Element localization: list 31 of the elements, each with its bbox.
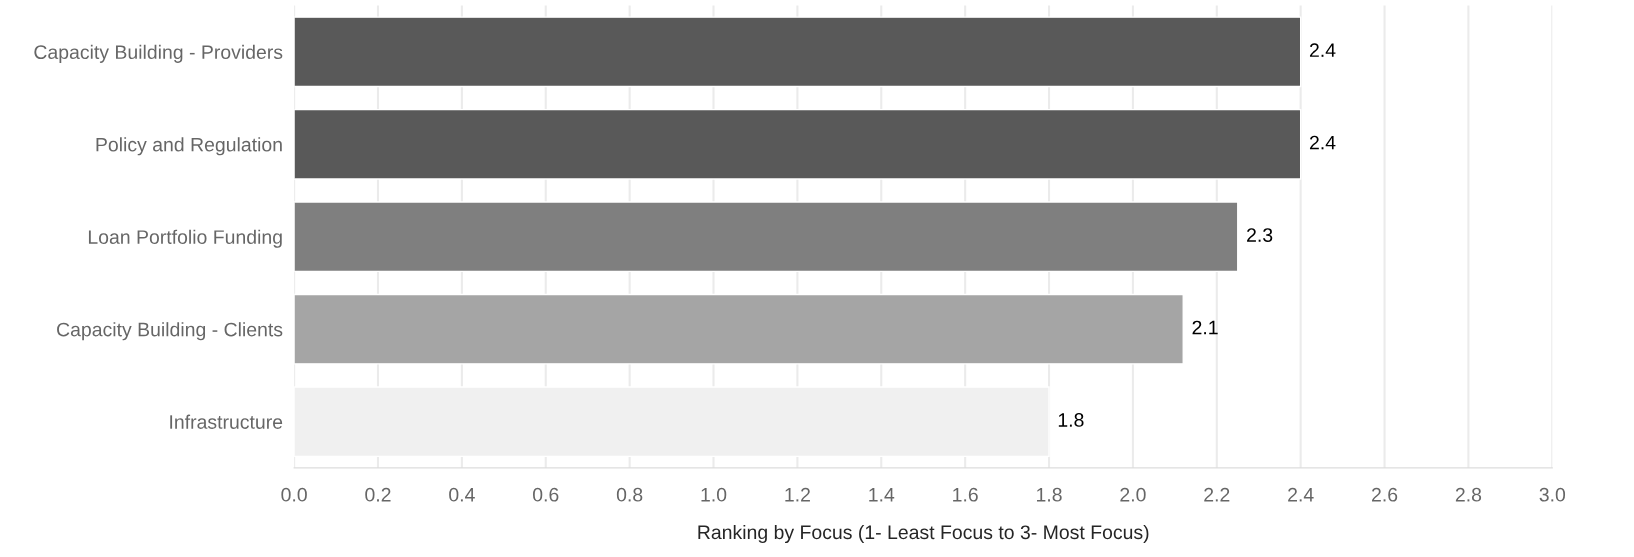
- x-tick-label: 0.8: [616, 487, 643, 502]
- bar: [294, 201, 1239, 273]
- y-tick-label: Capacity Building - Providers: [34, 44, 283, 63]
- y-tick-label: Capacity Building - Clients: [57, 322, 283, 341]
- y-tick-label: Policy and Regulation: [96, 137, 282, 156]
- data-label: 2.4: [1309, 43, 1336, 57]
- x-tick-label: 0.6: [533, 487, 559, 502]
- x-tick-label: 1.8: [1037, 487, 1062, 502]
- y-tick-label: Loan Portfolio Funding: [88, 229, 282, 248]
- data-label: 2.4: [1309, 135, 1336, 150]
- y-tick-label: Infrastructure: [170, 414, 283, 429]
- data-label: 2.1: [1192, 320, 1218, 335]
- x-tick-label: 2.2: [1204, 487, 1230, 502]
- x-tick-label: 1.4: [869, 488, 895, 502]
- data-label: 2.3: [1247, 228, 1273, 242]
- x-tick-label: 0.4: [449, 487, 475, 502]
- x-tick-label: 0.0: [281, 487, 307, 502]
- data-label: 1.8: [1058, 413, 1084, 427]
- x-tick-label: 2.0: [1120, 487, 1146, 502]
- x-tick-label: 1.6: [953, 487, 978, 502]
- x-tick-label: 2.8: [1455, 487, 1482, 502]
- x-tick-label: 1.2: [785, 487, 810, 502]
- x-tick-label: 3.0: [1539, 487, 1566, 502]
- bar: [294, 108, 1302, 180]
- bar: [294, 293, 1184, 365]
- x-tick-label: 1.0: [701, 487, 727, 502]
- x-tick-label: 2.6: [1372, 487, 1398, 502]
- x-tick-label: 2.4: [1288, 487, 1314, 502]
- x-tick-label: 0.2: [365, 487, 391, 502]
- x-axis-title: Ranking by Focus (1- Least Focus to 3- Most Focus): [698, 524, 1149, 544]
- bar: [294, 16, 1302, 88]
